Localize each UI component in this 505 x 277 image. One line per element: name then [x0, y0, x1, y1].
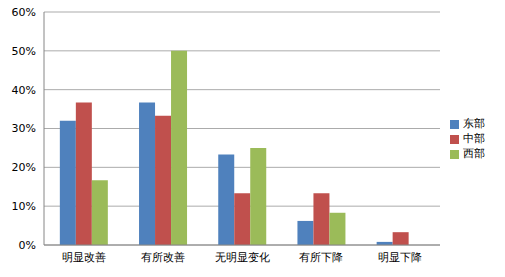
html-text:西部: 西部: [463, 147, 485, 160]
svg-text:无明显变化: 无明显变化: [215, 251, 270, 264]
svg-text:明显改善: 明显改善: [62, 251, 106, 264]
svg-text:有所下降: 有所下降: [299, 251, 343, 264]
svg-text:0%: 0%: [19, 239, 36, 252]
svg-text:10%: 10%: [12, 200, 36, 213]
svg-text:明显下降: 明显下降: [378, 251, 422, 264]
svg-text:有所改善: 有所改善: [141, 251, 185, 264]
html-text:中部: 中部: [463, 132, 485, 145]
svg-text:30%: 30%: [12, 122, 36, 135]
svg-text:40%: 40%: [12, 84, 36, 97]
svg-text:20%: 20%: [12, 161, 36, 174]
svg-text:50%: 50%: [12, 45, 36, 58]
svg-text:60%: 60%: [12, 6, 36, 19]
html-text:东部: 东部: [463, 117, 485, 130]
